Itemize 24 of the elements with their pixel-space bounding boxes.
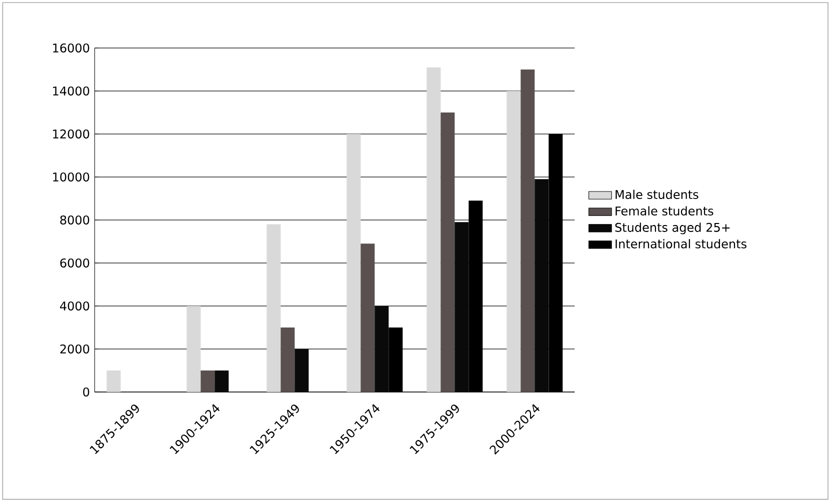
y-tick-label: 14000 <box>53 86 90 96</box>
legend-label: Female students <box>616 206 714 216</box>
bar <box>200 370 215 392</box>
bar <box>360 244 375 392</box>
y-tick-label: 16000 <box>53 43 90 53</box>
legend-label: Students aged 25+ <box>615 222 730 234</box>
bar <box>106 370 121 392</box>
bar <box>520 69 535 392</box>
y-tick-label: 0 <box>83 387 90 397</box>
bar <box>280 327 295 392</box>
legend-label: Male students <box>616 190 698 200</box>
y-tick-label: 8000 <box>60 215 90 225</box>
y-tick-label: 2000 <box>60 344 90 354</box>
y-tick-label: 10000 <box>53 172 90 182</box>
y-tick-label: 6000 <box>60 258 90 268</box>
y-tick-label: 12000 <box>53 129 90 139</box>
bar <box>440 112 455 392</box>
bar <box>186 306 201 392</box>
y-tick-label: 4000 <box>60 301 90 311</box>
bar <box>266 224 281 392</box>
bar <box>346 134 361 392</box>
bar <box>426 67 441 392</box>
bar <box>506 90 521 392</box>
legend-label: International students <box>616 239 746 248</box>
